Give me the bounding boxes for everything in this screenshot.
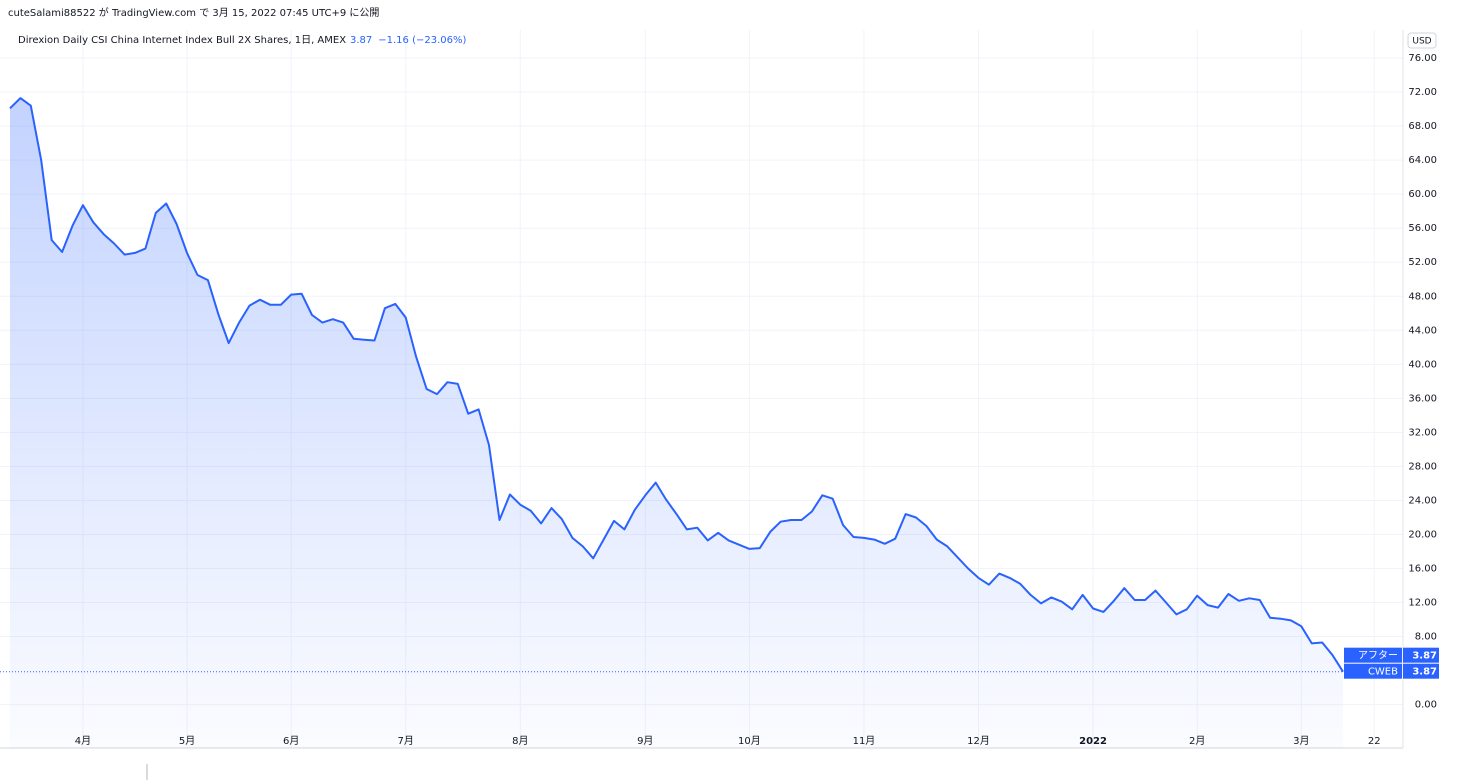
tag-name: アフター bbox=[1358, 650, 1398, 662]
plot bbox=[0, 97, 1344, 749]
change: −1.16 (−23.06%) bbox=[378, 35, 466, 46]
x-tick-label: 3月 bbox=[1293, 735, 1309, 747]
x-tick-label: 22 bbox=[1368, 736, 1381, 747]
tag-name-box bbox=[1344, 663, 1402, 679]
y-tick-label: 56.00 bbox=[1408, 223, 1437, 234]
tag-value: 3.87 bbox=[1412, 667, 1437, 678]
x-tick-label: 9月 bbox=[637, 735, 653, 747]
y-tick-label: 8.00 bbox=[1415, 632, 1437, 643]
chart-title: Direxion Daily CSI China Internet Index … bbox=[18, 35, 346, 46]
currency[interactable]: USD bbox=[1412, 37, 1431, 47]
x-tick-label: 11月 bbox=[853, 735, 876, 747]
y-tick-label: 64.00 bbox=[1408, 155, 1437, 166]
currency-box[interactable] bbox=[1407, 32, 1437, 49]
y-tick-label: 28.00 bbox=[1408, 461, 1437, 472]
price-line bbox=[9, 97, 1344, 673]
y-tick-label: 72.00 bbox=[1408, 87, 1437, 98]
header: cuteSalami88522 が TradingView.com で 3月 1… bbox=[8, 6, 379, 19]
last-value: 3.87 bbox=[350, 35, 372, 46]
y-tick-label: 40.00 bbox=[1408, 359, 1437, 370]
x-tick-label: 12月 bbox=[967, 735, 990, 747]
x-tick-label: 4月 bbox=[75, 735, 91, 747]
y-tick-label: 24.00 bbox=[1408, 495, 1437, 506]
y-tick-label: 68.00 bbox=[1408, 121, 1437, 132]
tag-name-box bbox=[1344, 647, 1402, 663]
y-tick-label: 12.00 bbox=[1408, 598, 1437, 609]
area-fill bbox=[10, 98, 1343, 749]
x-tick-label: 10月 bbox=[738, 735, 761, 747]
x-tick-label: 5月 bbox=[179, 735, 195, 747]
x-tick-label: 2月 bbox=[1189, 735, 1205, 747]
y-tick-label: 32.00 bbox=[1408, 427, 1437, 438]
y-tick-label: 44.00 bbox=[1408, 325, 1437, 336]
tag-value-box bbox=[1403, 663, 1439, 679]
x-tick-label: 6月 bbox=[283, 735, 299, 747]
y-tick-label: 48.00 bbox=[1408, 291, 1437, 302]
y-tick-label: 20.00 bbox=[1408, 529, 1437, 540]
y-tick-label: 52.00 bbox=[1408, 257, 1437, 268]
tag-value-box bbox=[1403, 647, 1439, 663]
y-tick-label: 0.00 bbox=[1415, 700, 1437, 711]
y-tick-label: 16.00 bbox=[1408, 564, 1437, 575]
x-tick-label: 8月 bbox=[512, 735, 528, 747]
y-tick-label: 36.00 bbox=[1408, 393, 1437, 404]
x-tick-label: 7月 bbox=[398, 735, 414, 747]
tag-value: 3.87 bbox=[1412, 651, 1437, 662]
x-tick-label: 2022 bbox=[1079, 736, 1107, 747]
y-tick-label: 60.00 bbox=[1408, 189, 1437, 200]
y-tick-label: 76.00 bbox=[1408, 53, 1437, 64]
tag-name: CWEB bbox=[1368, 667, 1398, 678]
